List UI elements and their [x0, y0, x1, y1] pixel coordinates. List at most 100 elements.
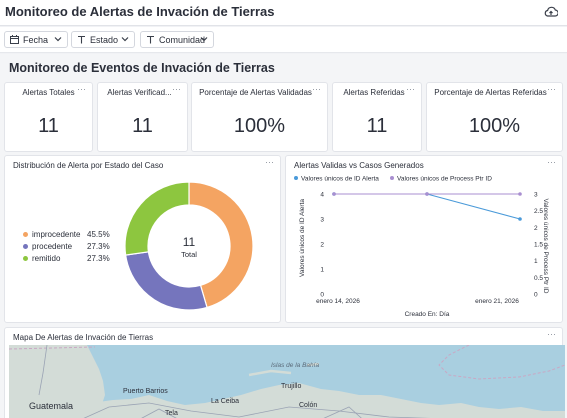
chevron-down-icon	[54, 37, 62, 42]
legend-item-procedente[interactable]: procedente 27.3%	[23, 242, 110, 251]
y-tick-right: 0	[534, 292, 538, 299]
kpi-value: 100%	[468, 115, 521, 137]
x-tick: enero 21, 2026	[475, 298, 519, 305]
calendar-icon	[10, 35, 19, 44]
kpi-alertas-referidas[interactable]: Alertas Referidas ··· 11	[332, 82, 422, 152]
map-label-islas: Islas de la Bahía	[271, 362, 319, 369]
filter-comunidad[interactable]: Comunidad	[140, 31, 214, 48]
donut-slice-remitido[interactable]	[124, 181, 190, 256]
kpi-value: 100%	[233, 115, 286, 137]
legend-item-improcedente[interactable]: improcedente 45.5%	[23, 230, 110, 239]
legend-item-remitido[interactable]: remitido 27.3%	[23, 254, 110, 263]
kpi-value: 11	[132, 115, 153, 137]
chevron-down-icon	[200, 37, 208, 42]
land-mass	[9, 383, 565, 418]
map-label-tela: Tela	[165, 410, 178, 417]
kpi-title: Alertas Referidas	[343, 88, 405, 97]
text-type-icon	[147, 35, 154, 44]
legend-label-series-0[interactable]: Valores únicos de ID Alerta	[301, 176, 379, 183]
series-point-1[interactable]	[518, 192, 522, 196]
island	[306, 362, 320, 367]
cloud-upload-icon[interactable]	[544, 6, 558, 18]
legend-label: improcedente	[32, 230, 81, 239]
map-view[interactable]: Islas de la Bahía Trujillo Puerto Barrio…	[9, 345, 565, 418]
boundary-line	[438, 345, 565, 380]
y-axis-label-right: Valores únicos de Process Ptr ID	[542, 199, 549, 294]
y-tick-right: 3	[534, 192, 538, 199]
legend-swatch	[390, 176, 394, 180]
chevron-down-icon	[121, 37, 129, 42]
more-options-icon[interactable]: ···	[406, 84, 415, 94]
road-line	[83, 402, 432, 418]
border-line	[9, 346, 96, 350]
map-card: Mapa De Alertas de Invación de Tierras ·…	[4, 327, 565, 418]
x-axis-label: Creado En: Día	[405, 311, 450, 318]
legend-swatch	[294, 176, 298, 180]
kpi-title: Alertas Totales	[22, 88, 75, 97]
filter-bar: Fecha Estado Comunidad	[0, 27, 567, 53]
y-tick-right: 2	[534, 225, 538, 232]
series-line-0[interactable]	[334, 193, 521, 220]
y-tick-right: 1.5	[534, 242, 543, 249]
road-line	[323, 406, 362, 418]
map-title: Mapa De Alertas de Invación de Tierras	[13, 333, 154, 342]
section-title: Monitoreo de Eventos de Invación de Tier…	[9, 61, 275, 75]
y-tick-right: 2.5	[534, 208, 543, 215]
donut-chart[interactable]: 11 Total	[121, 178, 257, 314]
legend-label: procedente	[32, 242, 73, 251]
legend-label-series-1[interactable]: Valores únicos de Process Ptr ID	[397, 176, 492, 183]
donut-slice-improcedente[interactable]	[188, 181, 254, 309]
more-options-icon[interactable]: ···	[172, 84, 181, 94]
series-point-0[interactable]	[518, 217, 522, 221]
chart-title: Alertas Validas vs Casos Generados	[294, 161, 424, 170]
kpi-title: Alertas Verificad...	[107, 88, 172, 97]
series-point-1[interactable]	[425, 192, 429, 196]
line-chart[interactable]: Valores únicos de ID Alerta Valores único…	[286, 156, 564, 324]
kpi-value: 11	[366, 115, 388, 137]
line-chart-card: Alertas Validas vs Casos Generados ··· V…	[285, 155, 563, 323]
y-tick-left: 4	[320, 192, 324, 199]
kpi-alertas-verificadas[interactable]: Alertas Verificad... ··· 11	[97, 82, 188, 152]
kpi-porcentaje-validadas[interactable]: Porcentaje de Alertas Validadas ··· 100%	[191, 82, 328, 152]
legend-swatch	[23, 244, 28, 249]
series-point-1[interactable]	[332, 192, 336, 196]
more-options-icon[interactable]: ···	[312, 84, 321, 94]
more-options-icon[interactable]: ···	[547, 84, 556, 94]
filter-fecha[interactable]: Fecha	[4, 31, 68, 48]
legend-swatch	[23, 232, 28, 237]
donut-slice-procedente[interactable]	[124, 251, 208, 311]
filter-estado[interactable]: Estado	[71, 31, 135, 48]
y-tick-left: 2	[320, 242, 324, 249]
legend-pct: 27.3%	[87, 242, 110, 251]
legend-label: remitido	[32, 254, 61, 263]
y-tick-left: 3	[320, 217, 324, 224]
chart-title: Distribución de Alerta por Estado del Ca…	[13, 161, 164, 170]
page-title: Monitoreo de Alertas de Invación de Tier…	[5, 4, 275, 19]
map-label-la-ceiba: La Ceiba	[211, 398, 239, 405]
more-options-icon[interactable]: ···	[547, 329, 556, 339]
kpi-alertas-totales[interactable]: Alertas Totales ··· 11	[4, 82, 93, 152]
filter-comunidad-label: Comunidad	[159, 34, 206, 45]
road-line	[141, 408, 177, 418]
map-canvas[interactable]: Islas de la Bahía Trujillo Puerto Barrio…	[9, 345, 565, 418]
map-label-guatemala: Guatemala	[29, 401, 73, 411]
y-tick-left: 0	[320, 292, 324, 299]
more-options-icon[interactable]: ···	[265, 157, 274, 167]
map-label-trujillo: Trujillo	[281, 383, 301, 390]
land-mass-west	[9, 345, 105, 411]
more-options-icon[interactable]: ···	[77, 84, 86, 94]
donut-center-value: 11	[183, 235, 196, 249]
island	[248, 369, 292, 377]
kpi-title: Porcentaje de Alertas Referidas	[434, 88, 547, 97]
y-axis-label-left: Valores únicos de ID Alerta	[299, 199, 306, 277]
y-tick-left: 1	[320, 267, 324, 274]
filter-fecha-label: Fecha	[23, 34, 49, 45]
kpi-porcentaje-referidas[interactable]: Porcentaje de Alertas Referidas ··· 100%	[426, 82, 563, 152]
legend-swatch	[23, 256, 28, 261]
map-label-colon: Colón	[299, 402, 317, 409]
donut-center-label: Total	[181, 250, 197, 259]
more-options-icon[interactable]: ···	[547, 157, 556, 167]
text-type-icon	[78, 35, 85, 44]
x-tick: enero 14, 2026	[316, 298, 360, 305]
